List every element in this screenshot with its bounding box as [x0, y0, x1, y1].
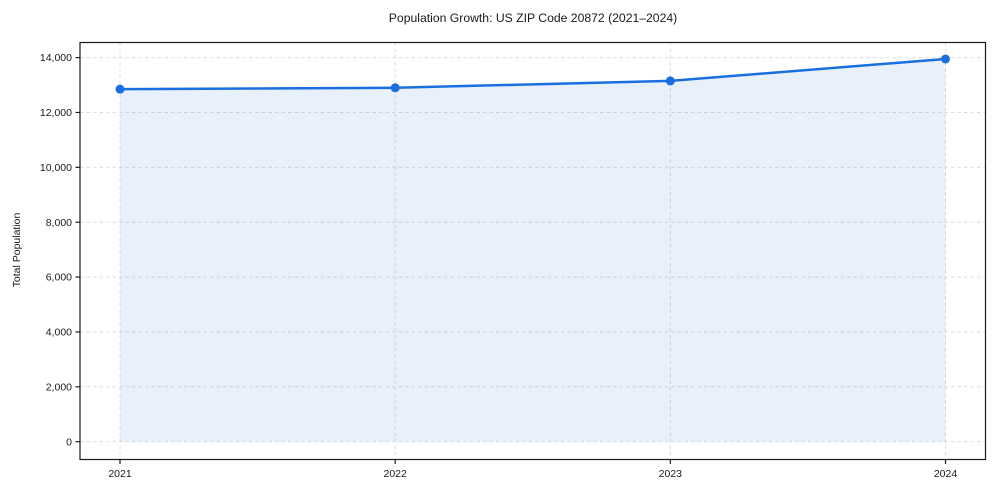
- y-tick-label: 14,000: [40, 52, 72, 64]
- x-axis-ticks: 2021 2022 2023 2024: [108, 459, 958, 480]
- y-tick-label: 12,000: [40, 107, 72, 119]
- y-tick-label: 2,000: [46, 381, 72, 393]
- data-points: [115, 54, 950, 94]
- data-point: [115, 84, 125, 94]
- y-tick-label: 10,000: [40, 162, 72, 174]
- area-fill: [120, 58, 946, 442]
- x-tick-label: 2023: [659, 468, 683, 480]
- y-tick-label: 8,000: [46, 217, 72, 229]
- chart-title: Population Growth: US ZIP Code 20872 (20…: [388, 11, 678, 25]
- x-tick-label: 2021: [108, 468, 132, 480]
- y-tick-label: 4,000: [46, 327, 72, 339]
- data-point: [390, 83, 400, 93]
- data-point: [665, 76, 675, 86]
- gridlines: [80, 42, 986, 460]
- y-tick-label: 6,000: [46, 272, 72, 284]
- y-tick-label: 0: [66, 436, 72, 448]
- x-tick-label: 2024: [934, 468, 958, 480]
- y-axis-ticks: 0 2,000 4,000 6,000 8,000 10,000 12,000 14,000: [40, 52, 80, 448]
- data-point: [941, 54, 950, 64]
- data-line: [118, 57, 947, 91]
- plot-border: [79, 41, 987, 461]
- x-tick-label: 2022: [383, 468, 407, 480]
- y-axis-label: Total Population: [11, 212, 23, 288]
